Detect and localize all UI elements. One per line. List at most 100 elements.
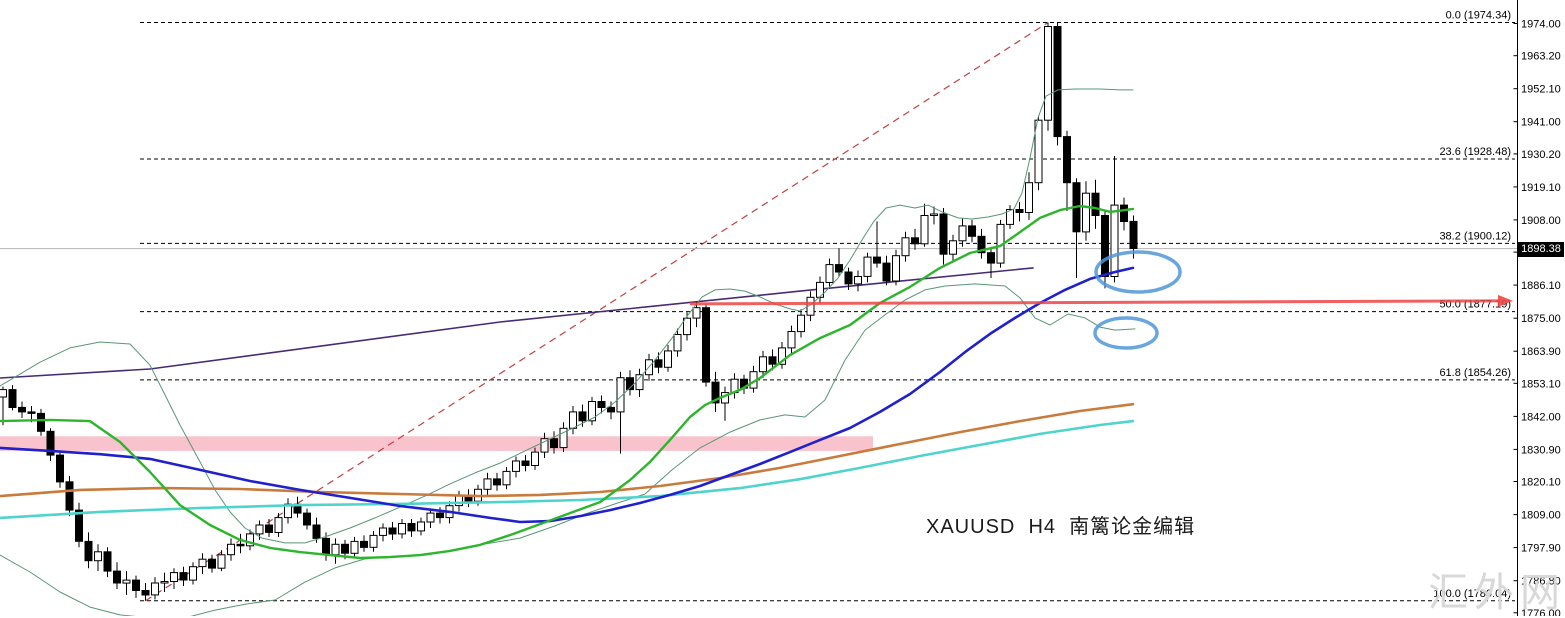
candle [1015, 209, 1024, 213]
axis-tick-label: 1842.00 [1521, 411, 1561, 423]
axis-tick-label: 1786.80 [1521, 576, 1561, 588]
candle [597, 401, 606, 408]
candle [122, 579, 131, 584]
candle [1053, 26, 1062, 138]
candle [512, 460, 520, 472]
candle [835, 264, 843, 273]
candle [806, 296, 815, 316]
candle [436, 512, 444, 519]
candle [987, 252, 995, 264]
candle [8, 389, 17, 409]
axis-tick-label: 1952.10 [1521, 84, 1561, 96]
pink-zone [0, 436, 873, 451]
candle [341, 543, 349, 554]
candle [75, 509, 83, 542]
current-price-badge: 1898.38 [1518, 242, 1564, 257]
candle [635, 374, 644, 391]
candle [360, 540, 368, 548]
candle [863, 256, 872, 277]
candle [787, 331, 796, 349]
candle [844, 271, 853, 285]
chart-annotation: XAUUSD H4 南篱论金编辑 [926, 516, 1196, 538]
candle [616, 377, 625, 413]
axis-tick-label: 1853.10 [1521, 378, 1561, 390]
candle [1082, 192, 1090, 233]
candle [398, 523, 406, 535]
candle [56, 454, 64, 483]
candle [46, 430, 55, 456]
candle [350, 540, 359, 554]
candle [407, 523, 416, 532]
highlight-ellipse-2 [1093, 316, 1159, 350]
candle [550, 438, 558, 449]
candle [654, 359, 663, 368]
candle [711, 381, 720, 404]
candle [664, 350, 672, 368]
candle [483, 478, 492, 490]
trendline-purple [0, 267, 1034, 379]
candle [151, 582, 159, 596]
candle [702, 307, 710, 383]
candle [1034, 119, 1043, 184]
axis-tick-label: 1963.20 [1521, 51, 1561, 63]
candle [369, 534, 378, 548]
candle [1025, 182, 1033, 213]
candle [578, 411, 587, 422]
candle [892, 255, 900, 282]
candle [1044, 26, 1052, 121]
axis-tick-label: 1919.10 [1521, 182, 1561, 194]
candle [0, 389, 7, 398]
candle [673, 334, 682, 352]
candle [426, 512, 435, 523]
bollinger-bands [0, 88, 1136, 616]
candle [930, 213, 938, 216]
candle [759, 356, 767, 373]
candle [1063, 136, 1071, 184]
candle [65, 481, 74, 511]
candle [141, 590, 150, 596]
fib-retracement: 0.0 (1974.34) 23.6 (1928.48) 38.2 (1900.12… [140, 10, 1515, 602]
candle [1110, 204, 1119, 278]
candle [873, 256, 881, 264]
candle [778, 347, 786, 365]
candle [179, 572, 188, 581]
candle [607, 406, 615, 413]
axis-tick-label: 1875.00 [1521, 313, 1561, 325]
candle [502, 470, 511, 486]
candle [1091, 192, 1100, 216]
candle [692, 307, 701, 319]
fib-label-0.0: 0.0 (1974.34) [1446, 10, 1511, 22]
candle [1006, 209, 1014, 225]
candle [493, 478, 501, 486]
candle [882, 262, 891, 282]
candle [816, 281, 824, 298]
candle [322, 537, 330, 556]
axis-tick-label: 1930.20 [1521, 149, 1561, 161]
candle [37, 412, 45, 432]
watermark: 汇外网 [1428, 571, 1565, 615]
candle [1120, 204, 1128, 223]
axis-tick-label: 1863.90 [1521, 346, 1561, 358]
candle [388, 527, 397, 535]
axis-tick-label: 1797.90 [1521, 543, 1561, 555]
candle [379, 527, 387, 536]
candle [825, 264, 834, 284]
axis-tick-label: 1974.00 [1521, 19, 1561, 31]
price-axis: 1974.00 1963.20 1952.10 1941.00 1930.20 1919.… [1513, 0, 1561, 616]
candle [559, 427, 568, 449]
red-arrow-line [689, 294, 1513, 307]
candle [236, 543, 245, 547]
candle [303, 512, 311, 526]
fib-label-100.0: 100.0 (1780.04) [1433, 588, 1511, 600]
candle [540, 438, 549, 453]
candle [198, 558, 207, 568]
candle [113, 570, 121, 584]
candle [417, 521, 425, 532]
candle [208, 558, 216, 569]
candle [626, 377, 634, 391]
candle [27, 411, 36, 414]
candle [103, 551, 112, 572]
candle [968, 225, 976, 237]
